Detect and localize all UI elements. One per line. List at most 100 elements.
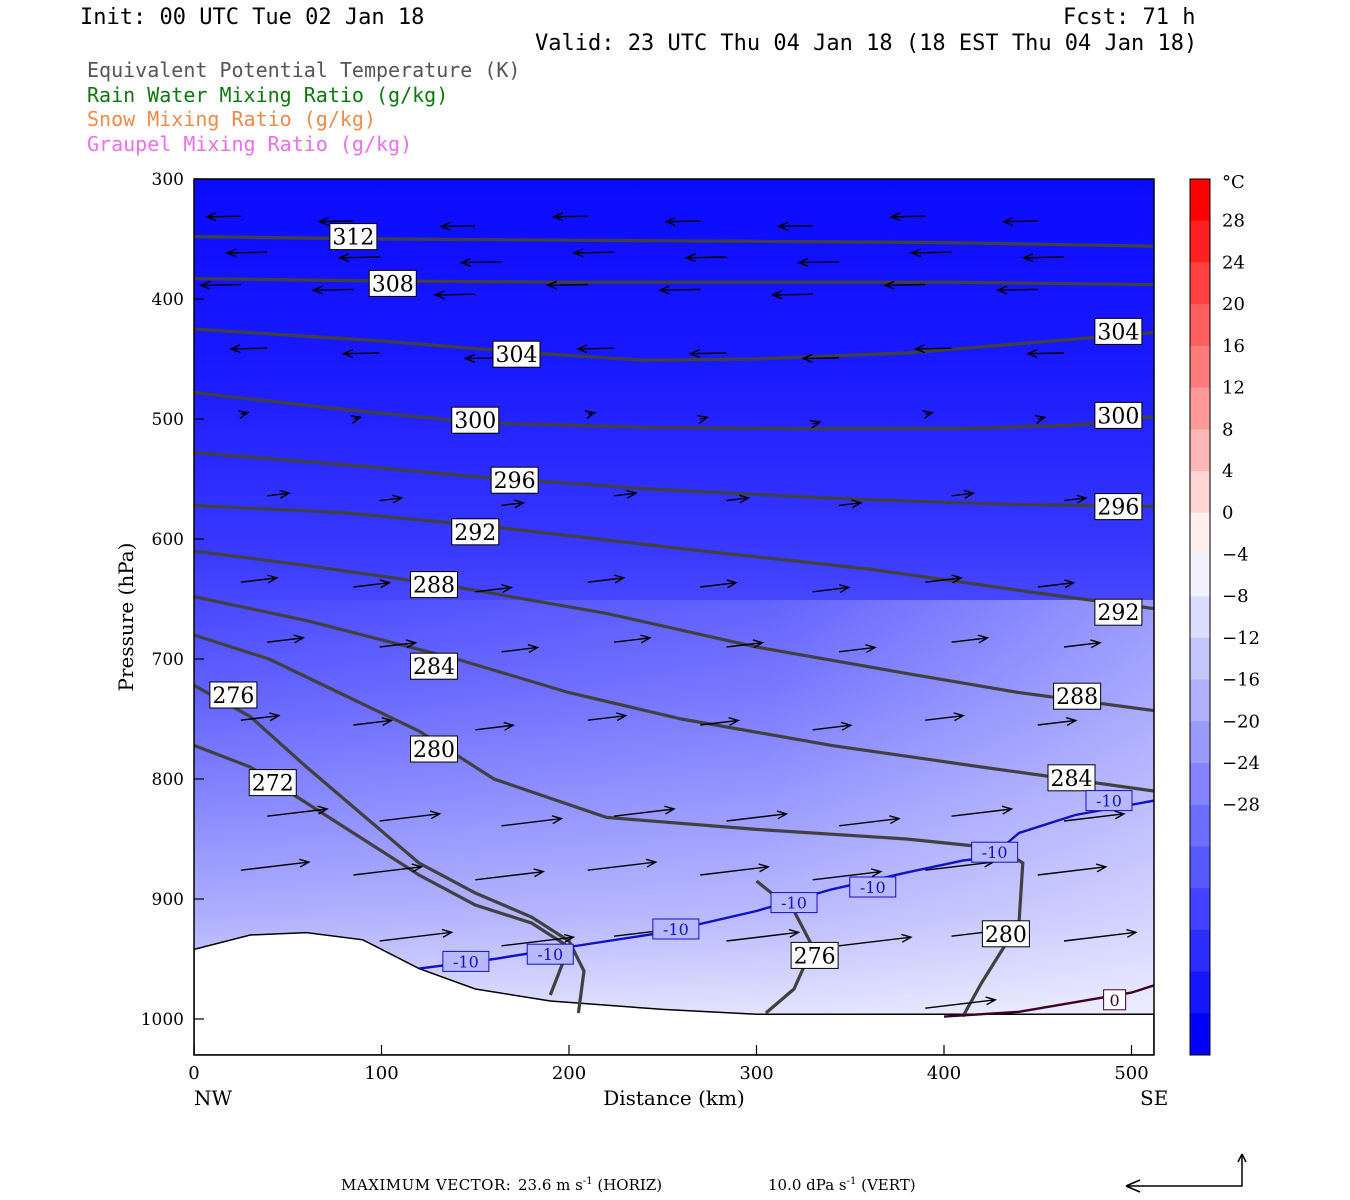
colorbar-swatch: [1190, 220, 1210, 263]
theta-e-label-box: [451, 518, 500, 546]
wind-vector: [240, 712, 281, 722]
colorbar-unit: °C: [1222, 172, 1245, 193]
theta-e-label-box: [1053, 682, 1102, 710]
temperature-label: -10: [781, 894, 807, 913]
wind-vector: [1063, 494, 1088, 504]
y-tick-label: 1000: [141, 1010, 184, 1030]
wind-vector: [688, 349, 727, 359]
wind-vector: [379, 494, 404, 504]
theta-e-label: 276: [212, 684, 254, 709]
temperature-label-box: [770, 892, 818, 914]
theta-e-label: 308: [372, 272, 414, 297]
colorbar-swatch: [1190, 637, 1210, 681]
colorbar-swatch: [1190, 846, 1210, 889]
wind-vector: [1001, 216, 1038, 227]
wind-vector: [922, 410, 934, 420]
temperature-label-box: [652, 918, 700, 940]
legend-rain-water: Rain Water Mixing Ratio (g/kg): [87, 83, 449, 107]
wind-vector: [658, 285, 701, 295]
colorbar-label: 20: [1222, 294, 1245, 315]
colorbar-label: 8: [1222, 419, 1233, 440]
y-tick-label: 400: [152, 290, 184, 310]
y-tick-label: 700: [152, 650, 184, 670]
wind-vector: [240, 858, 311, 871]
wind-vector: [587, 858, 658, 871]
wind-vector: [501, 499, 526, 509]
temperature-label: -10: [453, 952, 479, 971]
x-end-label-right: SE: [1140, 1086, 1168, 1110]
wind-vector: [475, 721, 516, 731]
x-tick-label: 100: [364, 1063, 398, 1084]
theta-e-label-box: [329, 223, 378, 251]
theta-e-label: 288: [413, 574, 455, 599]
colorbar-label: 12: [1222, 378, 1245, 399]
theta-e-label-box: [410, 571, 458, 599]
colorbar-swatch: [1190, 429, 1210, 472]
wind-vector: [770, 290, 813, 300]
colorbar-label: 16: [1222, 336, 1245, 357]
reference-vector-icon: [1125, 1153, 1247, 1193]
colorbar-swatch: [1190, 596, 1210, 639]
wind-vector: [572, 248, 615, 258]
wind-vector: [350, 414, 363, 424]
theta-e-label: 288: [1056, 685, 1098, 710]
wind-vector: [838, 644, 877, 654]
wind-vector: [237, 410, 250, 420]
wind-vector: [613, 634, 652, 644]
wind-vector: [501, 644, 540, 654]
y-axis-label: Pressure (hPa): [114, 543, 138, 692]
colorbar-label: −12: [1222, 628, 1260, 649]
colorbar-label: 28: [1222, 211, 1245, 232]
wind-vector: [199, 280, 241, 290]
wind-vector: [925, 574, 964, 584]
colorbar-frame: [1189, 178, 1211, 1056]
wind-vector: [812, 721, 853, 731]
theta-e-contour: [194, 503, 1154, 611]
wind-vector: [587, 712, 628, 722]
wind-vector: [584, 410, 597, 420]
wind-vector: [700, 716, 741, 727]
theta-e-label: 292: [1097, 601, 1139, 626]
y-tick-label: 500: [152, 410, 184, 430]
y-tick-label: 900: [152, 890, 184, 910]
wind-vector: [1037, 716, 1078, 727]
theta-e-label-box: [1094, 401, 1143, 429]
colorbar-swatch: [1190, 929, 1210, 973]
wind-vector: [341, 349, 380, 359]
max-vector-horiz-suffix: (HORIZ): [592, 1176, 663, 1194]
temperature-contour: [943, 984, 1154, 1018]
max-vector-vert-exponent: -1: [846, 1176, 857, 1187]
wind-vector: [587, 574, 626, 584]
wind-vector: [379, 639, 418, 649]
wind-vector: [379, 810, 442, 822]
wind-vector: [225, 248, 268, 258]
wind-vector: [776, 221, 813, 231]
wind-vector: [951, 489, 976, 499]
theta-e-label: 300: [454, 409, 496, 434]
theta-e-label: 304: [1097, 320, 1139, 345]
theta-e-label-box: [248, 769, 297, 797]
temperature-label: -10: [982, 843, 1008, 862]
theta-e-label: 292: [454, 521, 496, 546]
wind-vector: [1063, 810, 1126, 822]
legend-theta-e: Equivalent Potential Temperature (K): [87, 58, 521, 82]
plot-frame: [193, 178, 1155, 1056]
wind-vector: [726, 810, 789, 822]
x-tick-label: 400: [927, 1063, 961, 1084]
wind-vector: [439, 221, 476, 231]
wind-vector: [1022, 253, 1065, 263]
wind-vector: [925, 996, 998, 1009]
wind-vector: [664, 216, 701, 227]
wind-vector: [475, 868, 546, 881]
wind-vector: [889, 212, 926, 222]
max-vector-vert-value: 10.0 dPa s: [768, 1176, 847, 1194]
wind-vector: [1034, 414, 1047, 424]
wind-vector: [240, 574, 279, 584]
wind-vector: [726, 494, 751, 504]
theta-e-contour: [194, 549, 1154, 713]
wind-vector: [613, 805, 676, 817]
wind-vector: [459, 257, 502, 267]
wind-vector: [267, 805, 329, 817]
theta-e-label: 304: [496, 343, 538, 368]
colorbar-swatch: [1190, 721, 1210, 764]
